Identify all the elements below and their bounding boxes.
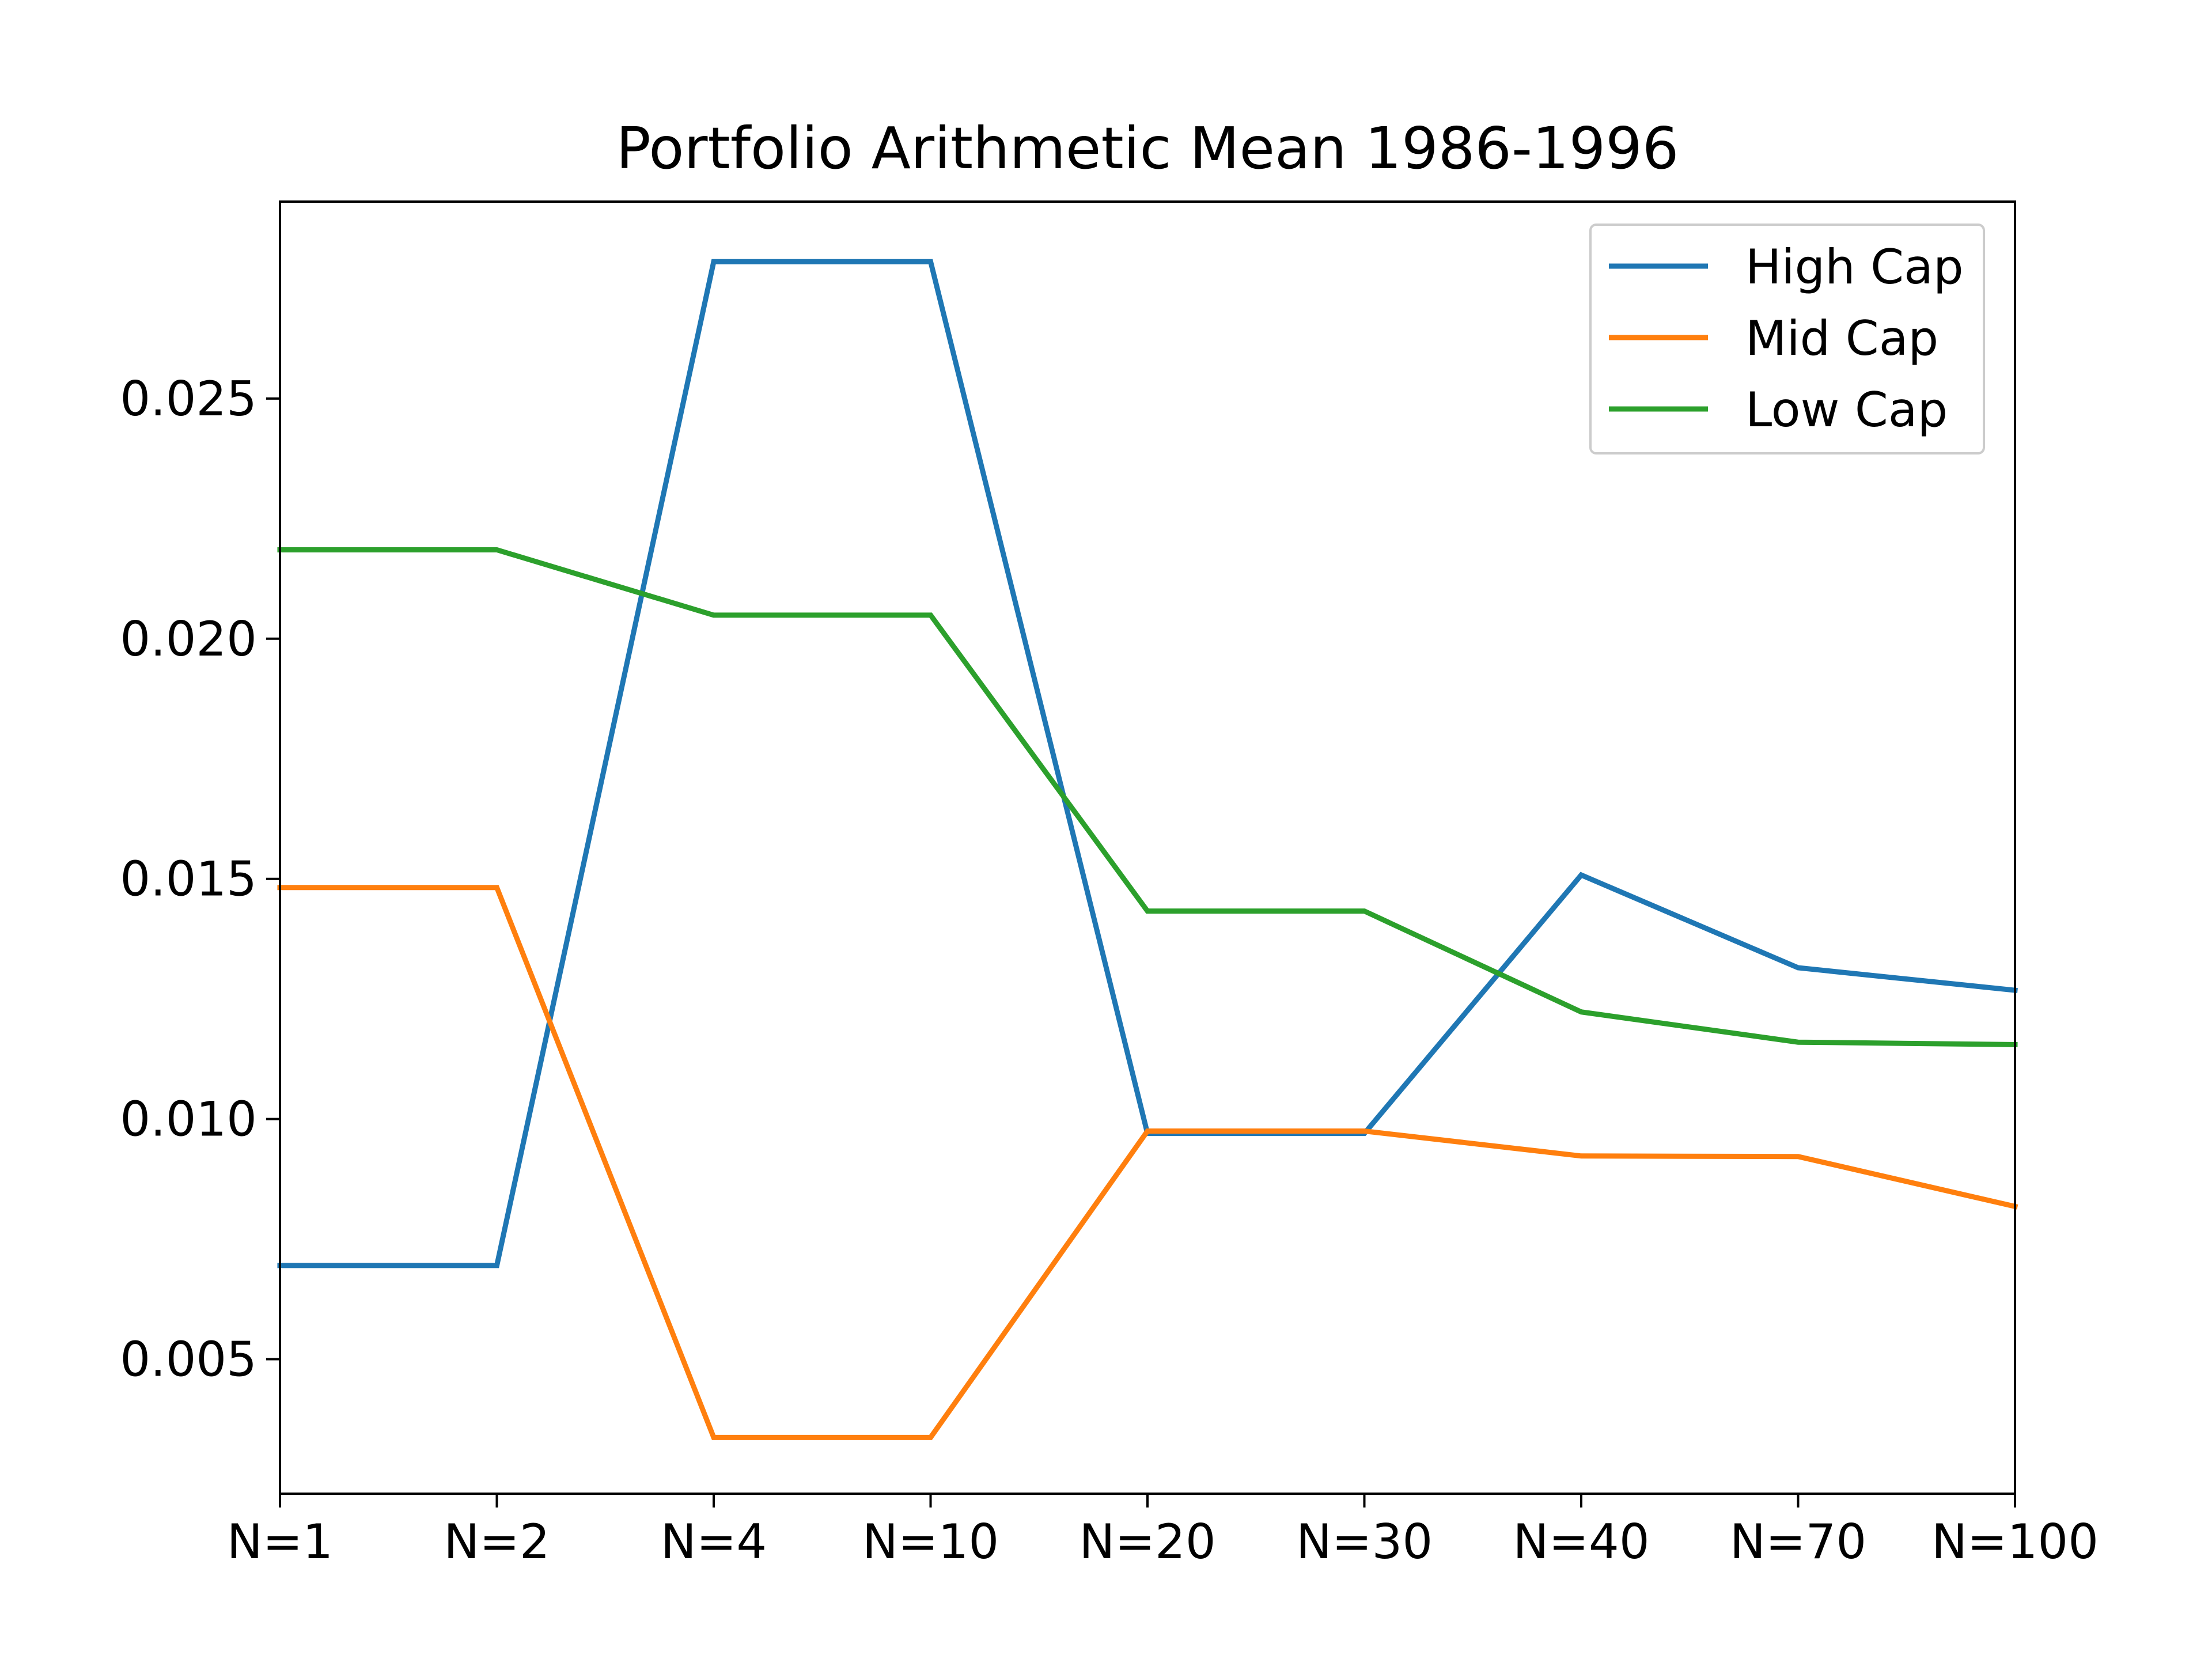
x-tick-label: N=70 <box>1730 1514 1866 1570</box>
chart-title: Portfolio Arithmetic Mean 1986-1996 <box>616 115 1679 182</box>
x-tick-label: N=1 <box>227 1514 333 1570</box>
y-tick-label: 0.015 <box>120 851 257 907</box>
legend-label-low-cap: Low Cap <box>1745 382 1948 438</box>
legend-box <box>1589 224 1985 454</box>
x-tick-label: N=4 <box>661 1514 767 1570</box>
y-tick-label: 0.025 <box>120 371 257 427</box>
x-tick-label: N=40 <box>1513 1514 1649 1570</box>
series-layer <box>277 259 2018 1440</box>
series-line-low-cap <box>277 547 2018 1047</box>
x-tick-label: N=2 <box>444 1514 550 1570</box>
y-tick-label: 0.010 <box>120 1092 257 1147</box>
series-line-mid-cap <box>277 885 2018 1440</box>
x-tick-label: N=30 <box>1296 1514 1433 1570</box>
y-tick-label: 0.020 <box>120 611 257 667</box>
legend: High Cap Mid Cap Low Cap <box>1589 224 1985 454</box>
x-tick-label: N=20 <box>1079 1514 1215 1570</box>
y-axis: 0.005 0.010 0.015 0.020 0.025 <box>120 371 280 1388</box>
legend-label-high-cap: High Cap <box>1745 239 1964 295</box>
y-tick-label: 0.005 <box>120 1332 257 1388</box>
x-tick-label: N=10 <box>862 1514 999 1570</box>
legend-label-mid-cap: Mid Cap <box>1745 310 1938 366</box>
x-tick-label: N=100 <box>1931 1514 2099 1570</box>
x-axis: N=1 N=2 N=4 N=10 N=20 N=30 N=40 N=70 N=100 <box>227 1494 2099 1570</box>
